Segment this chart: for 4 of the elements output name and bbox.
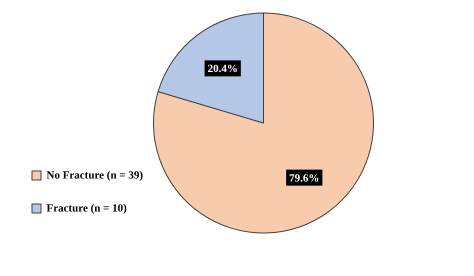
data-label: 20.4% <box>208 63 238 76</box>
legend-label: Fracture (n = 10) <box>46 202 128 214</box>
data-label: 79.6% <box>289 172 320 185</box>
legend-label: No Fracture (n = 39) <box>46 169 144 182</box>
